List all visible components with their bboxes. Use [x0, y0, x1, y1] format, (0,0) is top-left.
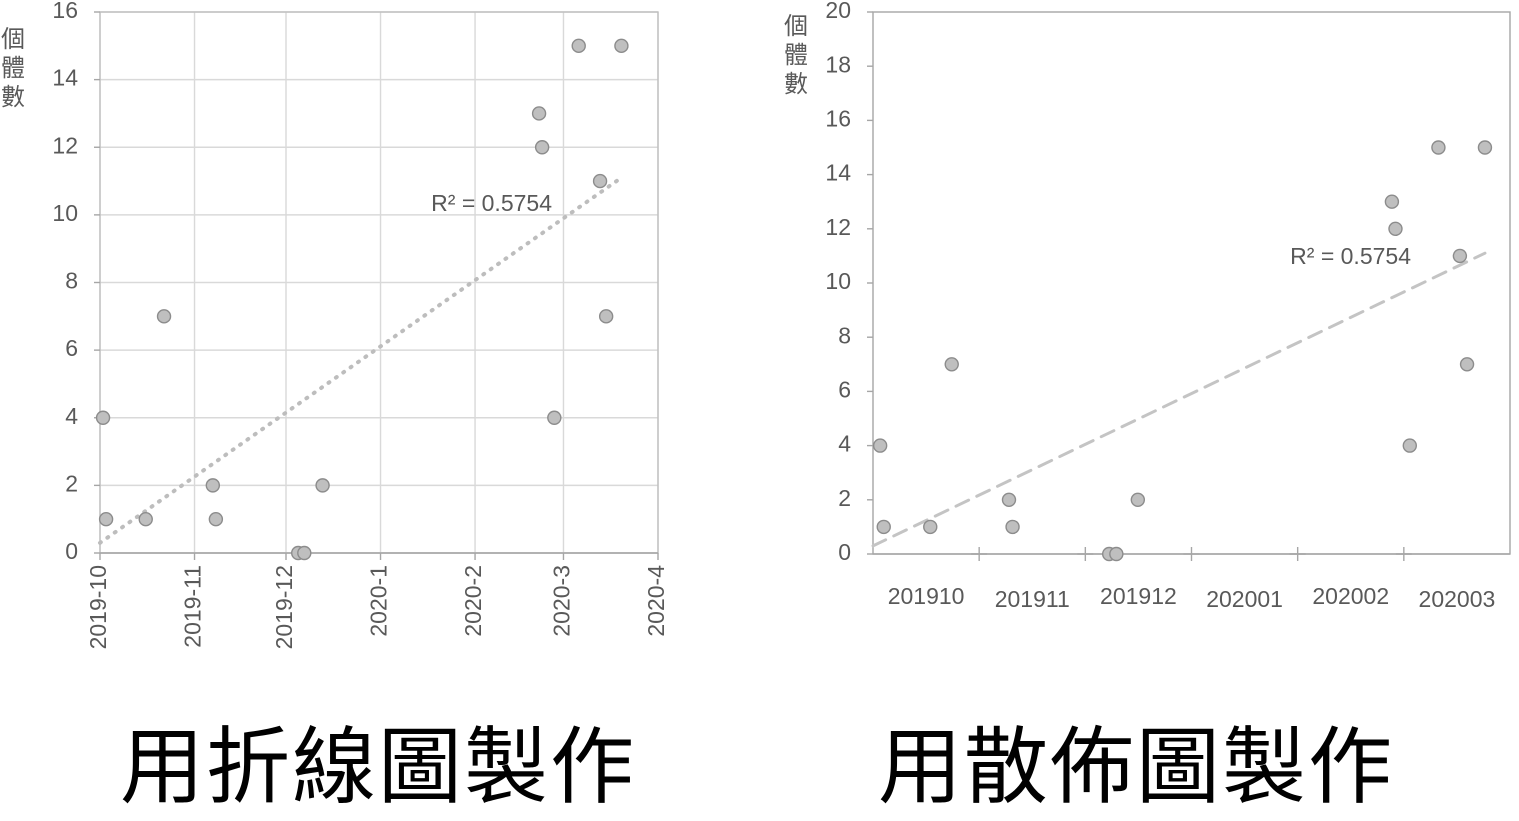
- x-tick-label: 2020-4: [643, 565, 669, 637]
- trendline: [871, 251, 1487, 548]
- y-tick-label: 14: [825, 160, 851, 186]
- data-point: [547, 410, 562, 425]
- data-point: [872, 438, 888, 453]
- y-tick-label: 10: [52, 200, 78, 226]
- x-tick-label: 202003: [1419, 586, 1496, 612]
- data-point: [1005, 519, 1020, 535]
- x-tick-label: 202001: [1206, 586, 1283, 612]
- trendline-segment: [871, 251, 1487, 548]
- data-point: [1001, 492, 1017, 507]
- grid-lines: [99, 11, 659, 554]
- data-point: [598, 309, 614, 324]
- data-point: [1109, 546, 1124, 562]
- y-tick-label: 20: [825, 0, 851, 23]
- trendline-segment: [98, 175, 624, 545]
- data-point: [98, 511, 114, 527]
- data-point: [592, 173, 608, 189]
- y-tick-label: 18: [825, 51, 851, 77]
- data-point: [944, 357, 959, 372]
- data-point: [1452, 248, 1468, 264]
- y-label-char: 個: [1, 25, 25, 53]
- r-squared-label: R² = 0.5754: [1290, 243, 1411, 269]
- data-point: [138, 511, 153, 527]
- data-point: [208, 511, 224, 527]
- data-point: [1130, 492, 1146, 507]
- data-point: [315, 478, 330, 493]
- y-tick-label: 16: [52, 0, 78, 23]
- data-point: [156, 309, 172, 324]
- data-point: [923, 519, 938, 535]
- y-tick-label: 12: [52, 132, 78, 158]
- y-tick-label: 16: [825, 105, 851, 131]
- y-label-char: 體: [784, 41, 808, 69]
- data-point: [95, 410, 111, 425]
- data-point: [1431, 140, 1446, 155]
- y-tick-labels: 0 2 4 6 8 10 12 14 16: [52, 0, 100, 564]
- trendline: [98, 175, 624, 545]
- data-point: [876, 519, 891, 535]
- y-label-char: 數: [1, 83, 25, 111]
- y-tick-label: 8: [838, 322, 851, 348]
- x-tick-label: 2020-1: [366, 565, 392, 637]
- x-tick-label: 201912: [1100, 583, 1177, 609]
- x-tick-label: 2019-11: [180, 565, 206, 648]
- data-point: [1384, 194, 1400, 209]
- x-tick-label: 201910: [888, 583, 965, 609]
- y-tick-label: 4: [65, 403, 78, 429]
- y-axis-label: 個體數: [1, 25, 25, 111]
- data-point: [297, 545, 312, 561]
- y-axis-label: 個體數: [784, 12, 808, 98]
- plot-border: [872, 11, 1511, 555]
- data-point: [1477, 140, 1493, 155]
- data-point: [531, 106, 547, 121]
- x-tick-labels: 2019-10 2019-11 2019-12 2020-1 2020-2 2020-3 2…: [85, 553, 669, 649]
- y-tick-label: 0: [838, 539, 851, 565]
- y-label-char: 體: [1, 54, 25, 82]
- data-points: [872, 140, 1493, 562]
- x-tick-label: 2019-12: [271, 565, 297, 649]
- r-squared-label: R² = 0.5754: [431, 190, 552, 216]
- data-point: [1459, 357, 1475, 372]
- data-point: [1388, 221, 1403, 237]
- y-tick-labels: 0 2 4 6 8 10 12 14 16 18 20: [825, 0, 873, 565]
- y-tick-label: 4: [838, 431, 851, 457]
- data-point: [614, 38, 629, 54]
- caption-line-chart: 用折線圖製作: [120, 718, 637, 816]
- x-tick-label: 201911: [995, 586, 1070, 612]
- data-point: [534, 140, 550, 155]
- y-tick-label: 2: [65, 470, 78, 496]
- x-tick-labels: 201910 201911 201912 202001 202002 202003: [888, 547, 1496, 612]
- data-points: [95, 38, 629, 561]
- y-tick-label: 12: [825, 214, 851, 240]
- x-tick-label: 2020-2: [460, 565, 486, 637]
- y-tick-label: 0: [65, 538, 78, 564]
- data-point: [1402, 438, 1417, 453]
- data-point: [205, 478, 221, 493]
- y-tick-label: 8: [65, 268, 78, 294]
- x-tick-label: 202002: [1312, 583, 1389, 609]
- y-label-char: 個: [784, 12, 808, 40]
- data-point: [571, 38, 586, 54]
- y-tick-label: 2: [838, 485, 851, 511]
- y-label-char: 數: [784, 70, 808, 98]
- y-tick-label: 6: [838, 376, 851, 402]
- y-tick-label: 14: [52, 65, 78, 91]
- plot-frame: [872, 11, 1511, 555]
- y-tick-label: 10: [825, 268, 851, 294]
- y-tick-label: 6: [65, 335, 78, 361]
- caption-scatter-chart: 用散佈圖製作: [878, 718, 1395, 816]
- scatter-chart-version: 個體數 0 2 4 6 8 10 12 14 16 18 20 201910 201911 201912…: [784, 0, 1511, 612]
- x-tick-label: 2019-10: [85, 565, 111, 649]
- x-tick-label: 2020-3: [549, 565, 575, 637]
